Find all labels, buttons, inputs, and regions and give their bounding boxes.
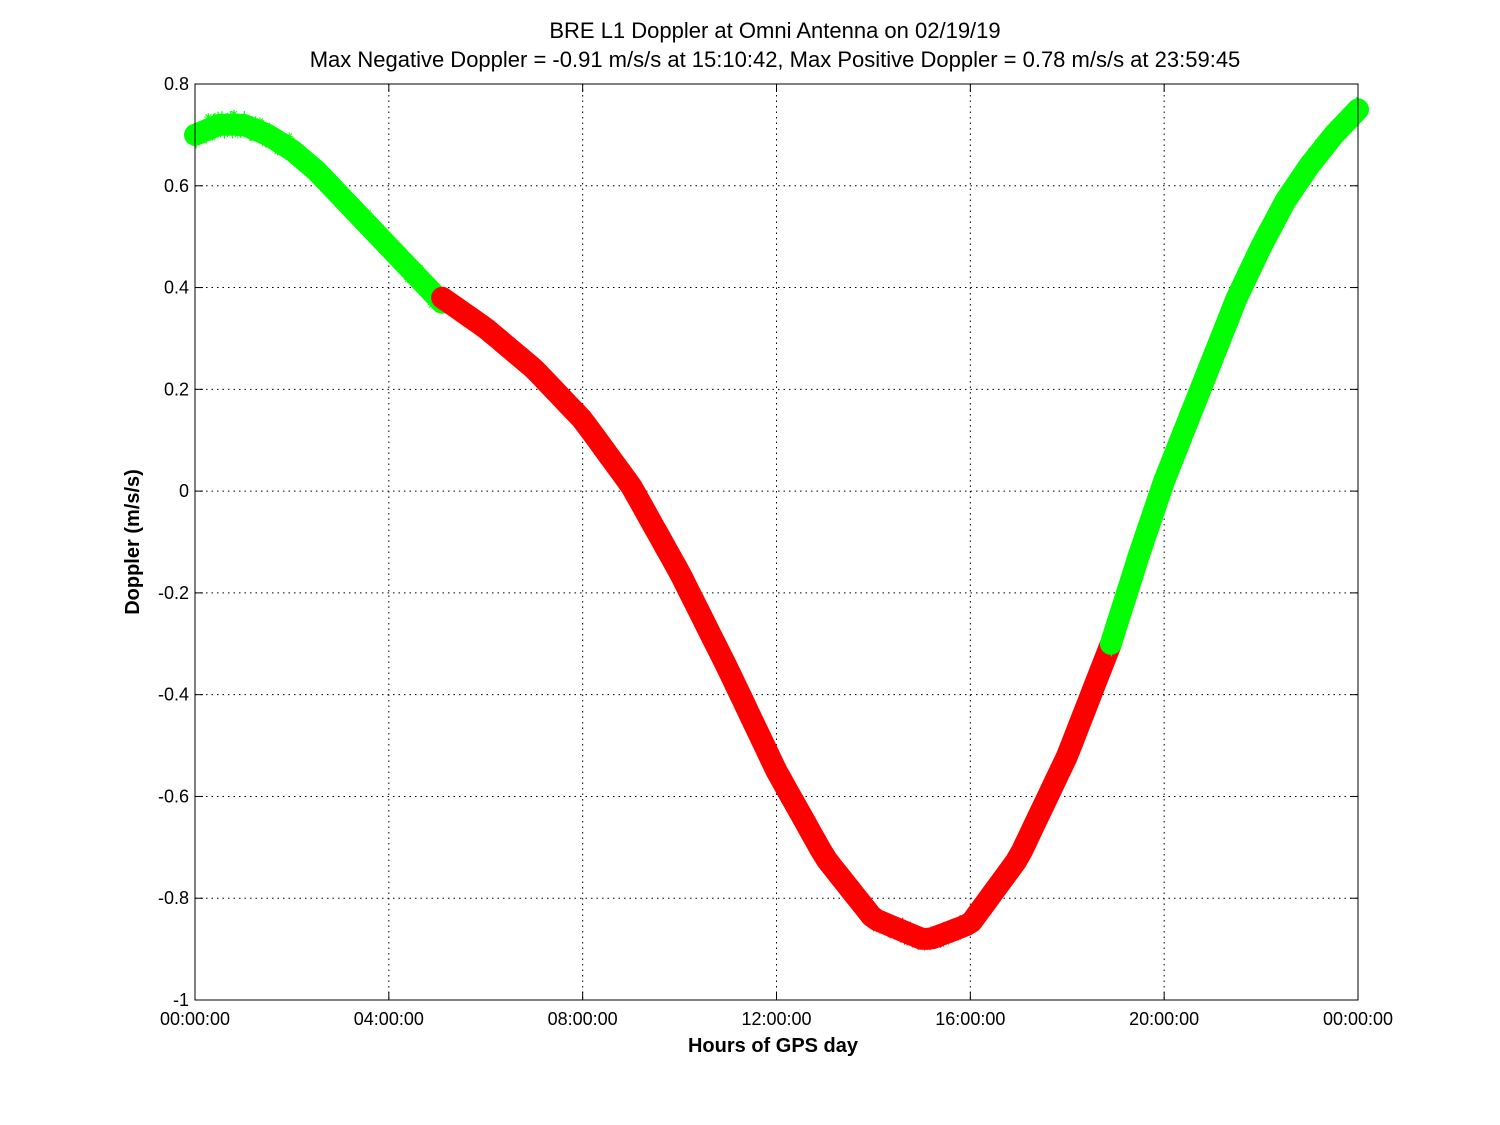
y-tick-label: 0 xyxy=(179,481,189,501)
series-1 xyxy=(431,286,1122,951)
chart-title: BRE L1 Doppler at Omni Antenna on 02/19/… xyxy=(549,18,1000,43)
series-asterisk-markers xyxy=(191,109,447,309)
x-tick-label: 12:00:00 xyxy=(741,1009,811,1029)
series-0 xyxy=(184,109,454,314)
y-axis-label: Doppler (m/s/s) xyxy=(122,469,144,615)
series-samples xyxy=(441,286,1113,951)
y-tick-label: 0.2 xyxy=(164,379,189,399)
series-2 xyxy=(1099,96,1369,657)
y-tick-label: -1 xyxy=(173,990,189,1010)
x-tick-label: 04:00:00 xyxy=(354,1009,424,1029)
x-tick-label: 00:00:00 xyxy=(1323,1009,1393,1029)
y-tick-label: -0.6 xyxy=(158,786,189,806)
series-asterisk-markers xyxy=(1108,101,1362,650)
x-axis-label: Hours of GPS day xyxy=(688,1035,859,1057)
x-tick-label: 16:00:00 xyxy=(935,1009,1005,1029)
y-tick-label: -0.8 xyxy=(158,888,189,908)
y-tick-label: 0.8 xyxy=(164,74,189,94)
axis-ticks: 00:00:00 04:00:00 08:00:00 12:00:00 16:00:00… xyxy=(158,74,1393,1029)
data-series xyxy=(184,96,1369,951)
y-tick-label: 0.6 xyxy=(164,176,189,196)
x-tick-label: 00:00:00 xyxy=(160,1009,230,1029)
chart-subtitle: Max Negative Doppler = -0.91 m/s/s at 15… xyxy=(310,47,1241,72)
x-tick-label: 08:00:00 xyxy=(548,1009,618,1029)
y-tick-label: -0.2 xyxy=(158,583,189,603)
x-tick-label: 20:00:00 xyxy=(1129,1009,1199,1029)
y-tick-label: 0.4 xyxy=(164,278,189,298)
y-tick-label: -0.4 xyxy=(158,685,189,705)
